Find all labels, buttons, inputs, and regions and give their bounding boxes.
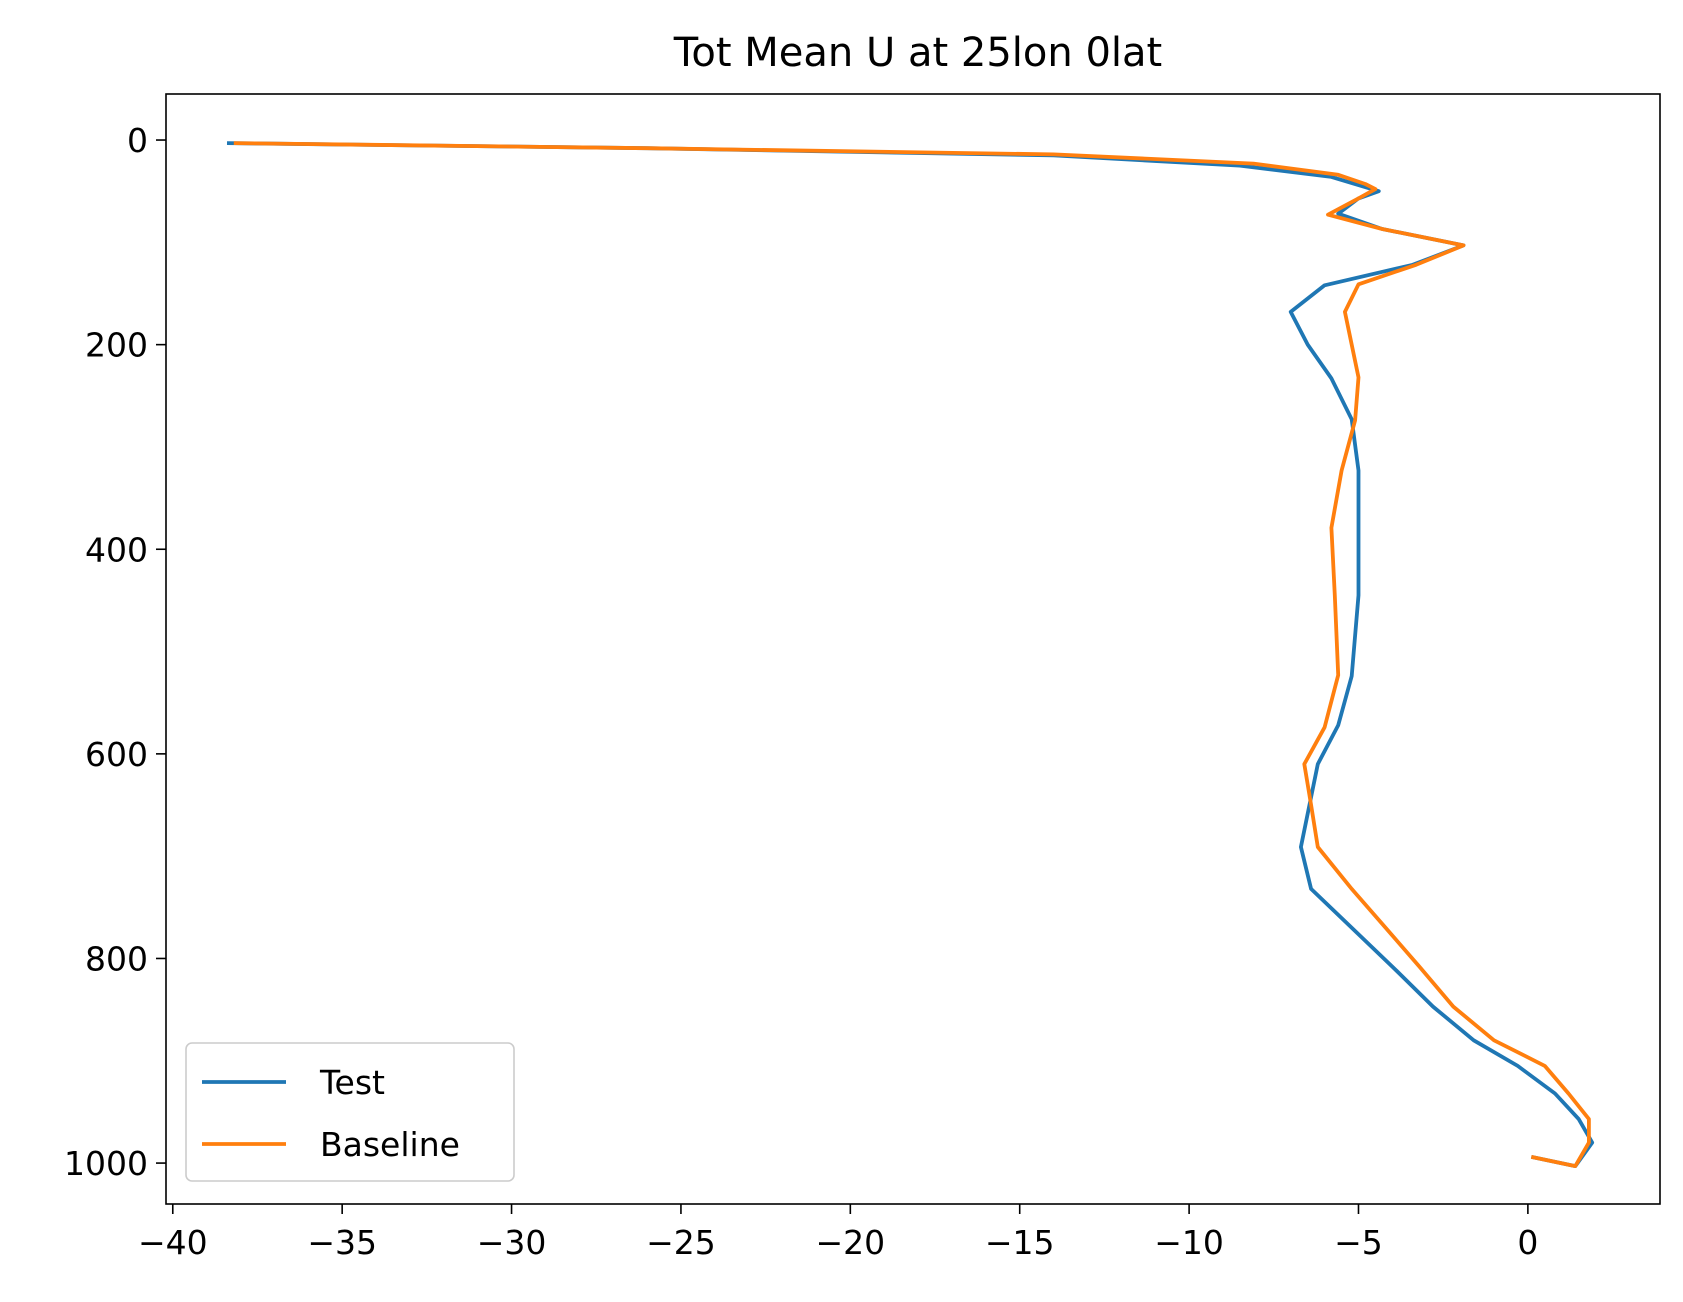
- y-tick-label: 600: [85, 735, 148, 774]
- x-tick-label: −20: [815, 1223, 885, 1262]
- y-tick-label: 400: [85, 530, 148, 569]
- series-line-test: [226, 141, 1595, 1168]
- plot-frame: [165, 93, 1661, 1205]
- x-tick-label: −5: [1334, 1223, 1383, 1262]
- legend-label-test: Test: [319, 1063, 385, 1102]
- legend-label-baseline: Baseline: [320, 1125, 460, 1164]
- x-axis: −40 −35 −30 −25 −20 −15 −10 −5 0: [138, 1204, 1538, 1262]
- chart-title: Tot Mean U at 25lon 0lat: [673, 30, 1162, 76]
- x-tick-label: 0: [1517, 1223, 1538, 1262]
- x-tick-label: −30: [477, 1223, 547, 1262]
- plot-lines: [226, 141, 1595, 1168]
- x-tick-label: −15: [985, 1223, 1055, 1262]
- legend: Test Baseline: [185, 1042, 515, 1182]
- y-axis: 0 200 400 600 800 1000: [64, 121, 166, 1183]
- series-line-baseline: [233, 141, 1591, 1168]
- x-tick-label: −40: [138, 1223, 208, 1262]
- y-tick-label: 1000: [64, 1144, 148, 1183]
- x-tick-label: −25: [646, 1223, 716, 1262]
- y-tick-label: 800: [85, 939, 148, 978]
- y-tick-label: 0: [127, 121, 148, 160]
- legend-frame: [185, 1042, 515, 1182]
- y-tick-label: 200: [85, 326, 148, 365]
- x-tick-label: −35: [307, 1223, 377, 1262]
- x-tick-label: −10: [1154, 1223, 1224, 1262]
